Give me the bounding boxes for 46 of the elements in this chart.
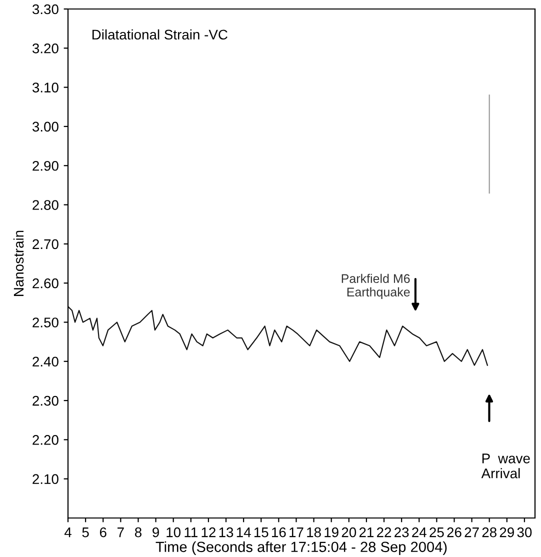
x-tick-label: 16 — [272, 527, 286, 538]
y-tick-label: 3.20 — [32, 43, 58, 54]
annotation: P wave Arrival — [481, 454, 530, 478]
y-tick-label: 2.80 — [32, 200, 58, 210]
y-tick-label: 3.30 — [32, 4, 58, 14]
x-tick-label: 26 — [447, 527, 462, 538]
annotation: Parkfield M6 Earthquake — [342, 274, 410, 299]
y-tick-label: 2.30 — [32, 396, 58, 406]
y-tick-label: 2.60 — [32, 278, 58, 288]
y-tick-label: 2.70 — [32, 239, 58, 250]
x-tick-label: 25 — [430, 527, 444, 538]
y-tick-label: 3.00 — [32, 122, 58, 132]
x-tick-label: 14 — [236, 528, 251, 538]
x-tick-label: 30 — [517, 527, 532, 538]
x-tick-label: 29 — [500, 527, 514, 538]
x-tick-label: 6 — [100, 527, 106, 538]
x-tick-label: 19 — [324, 527, 338, 538]
x-tick-label: 10 — [166, 527, 181, 538]
y-tick-label: 3.10 — [32, 82, 58, 92]
x-tick-label: 20 — [342, 527, 356, 538]
x-tick-label: 7 — [118, 528, 124, 538]
x-tick-label: 12 — [202, 527, 216, 538]
x-tick-label: 24 — [412, 527, 426, 538]
x-tick-label: 23 — [394, 527, 409, 538]
y-tick-label: 2.50 — [32, 318, 58, 328]
y-tick-label: 2.10 — [32, 474, 58, 484]
x-tick-label: 8 — [134, 527, 142, 538]
x-tick-label: 27 — [464, 527, 479, 538]
x-tick-label: 4 — [64, 528, 72, 538]
y-axis-title: Nanostrain — [13, 230, 24, 296]
x-tick-label: 18 — [307, 527, 321, 538]
x-tick-label: 13 — [219, 527, 234, 538]
x-tick-label: 22 — [376, 527, 392, 538]
text: Dilatational Strain -VC — [92, 29, 228, 40]
x-tick-label: 9 — [152, 527, 159, 538]
x-tick-label: 15 — [254, 528, 268, 538]
y-tick-label: 2.40 — [32, 356, 58, 367]
y-tick-label: 2.20 — [32, 435, 58, 445]
line-series — [68, 306, 488, 366]
y-tick-label: 2.90 — [32, 160, 58, 171]
x-tick-label: 21 — [359, 527, 374, 538]
x-tick-label: 28 — [482, 527, 496, 538]
x-axis-title: Time (Seconds after 17:15:04 - 28 Sep 2004) — [156, 541, 447, 555]
x-tick-label: 11 — [184, 528, 198, 538]
x-tick-label: 5 — [82, 528, 89, 538]
x-tick-label: 17 — [290, 528, 304, 538]
